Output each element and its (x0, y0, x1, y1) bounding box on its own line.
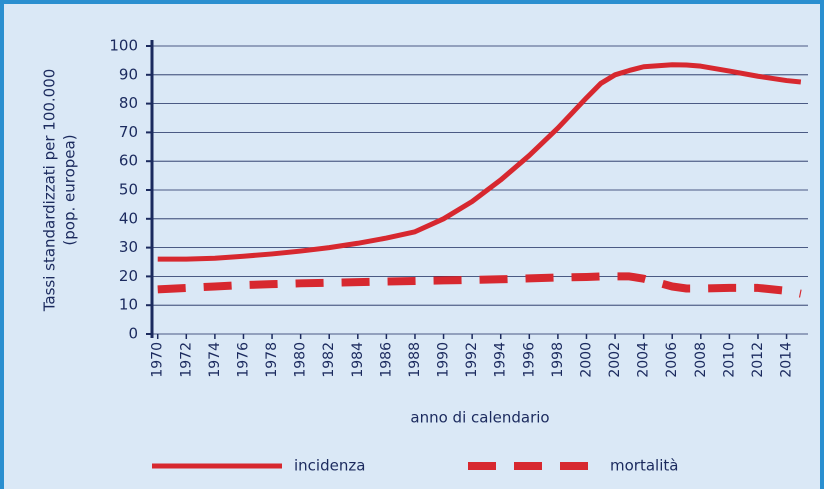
x-axis-title: anno di calendario (410, 409, 549, 427)
x-tick-label: 2014 (779, 342, 795, 378)
x-tick-label: 1992 (464, 342, 480, 378)
x-tick-label: 2012 (750, 342, 766, 378)
x-tick-label: 1996 (521, 342, 537, 378)
x-tick-label: 1978 (264, 342, 280, 378)
y-tick-label: 100 (109, 37, 138, 55)
x-tick-label: 1982 (321, 342, 337, 378)
series-line (157, 272, 802, 298)
y-tick-label: 70 (119, 123, 138, 141)
x-tick-label: 2004 (636, 342, 652, 378)
y-axis-title: Tassi standardizzati per 100.000 (41, 69, 59, 313)
x-tick-label: 1980 (293, 342, 309, 378)
x-tick-label: 1988 (407, 342, 423, 378)
legend-label: incidenza (294, 457, 365, 475)
y-tick-label: 50 (119, 181, 138, 199)
x-tick-label: 1986 (378, 342, 394, 378)
x-tick-label: 1994 (493, 342, 509, 378)
series-line (157, 62, 802, 262)
legend-label: mortalità (610, 457, 678, 475)
x-tick-label: 2008 (693, 342, 709, 378)
x-tick-label: 1998 (550, 342, 566, 378)
x-tick-label: 2010 (721, 342, 737, 378)
x-tick-label: 2002 (607, 342, 623, 378)
x-tick-label: 2000 (578, 342, 594, 378)
y-tick-label: 10 (119, 296, 138, 314)
x-tick-label: 2006 (664, 342, 680, 378)
y-axis-title: (pop. europea) (61, 134, 79, 245)
y-tick-label: 20 (119, 267, 138, 285)
y-tick-label: 80 (119, 94, 138, 112)
y-tick-label: 60 (119, 152, 138, 170)
x-tick-label: 1990 (436, 342, 452, 378)
y-tick-label: 90 (119, 65, 138, 83)
x-tick-label: 1972 (178, 342, 194, 378)
y-tick-label: 0 (128, 325, 138, 343)
x-tick-label: 1970 (150, 342, 166, 378)
x-tick-label: 1984 (350, 342, 366, 378)
y-tick-label: 30 (119, 238, 138, 256)
x-tick-label: 1974 (207, 342, 223, 378)
y-tick-label: 40 (119, 209, 138, 227)
x-tick-label: 1976 (235, 342, 251, 378)
